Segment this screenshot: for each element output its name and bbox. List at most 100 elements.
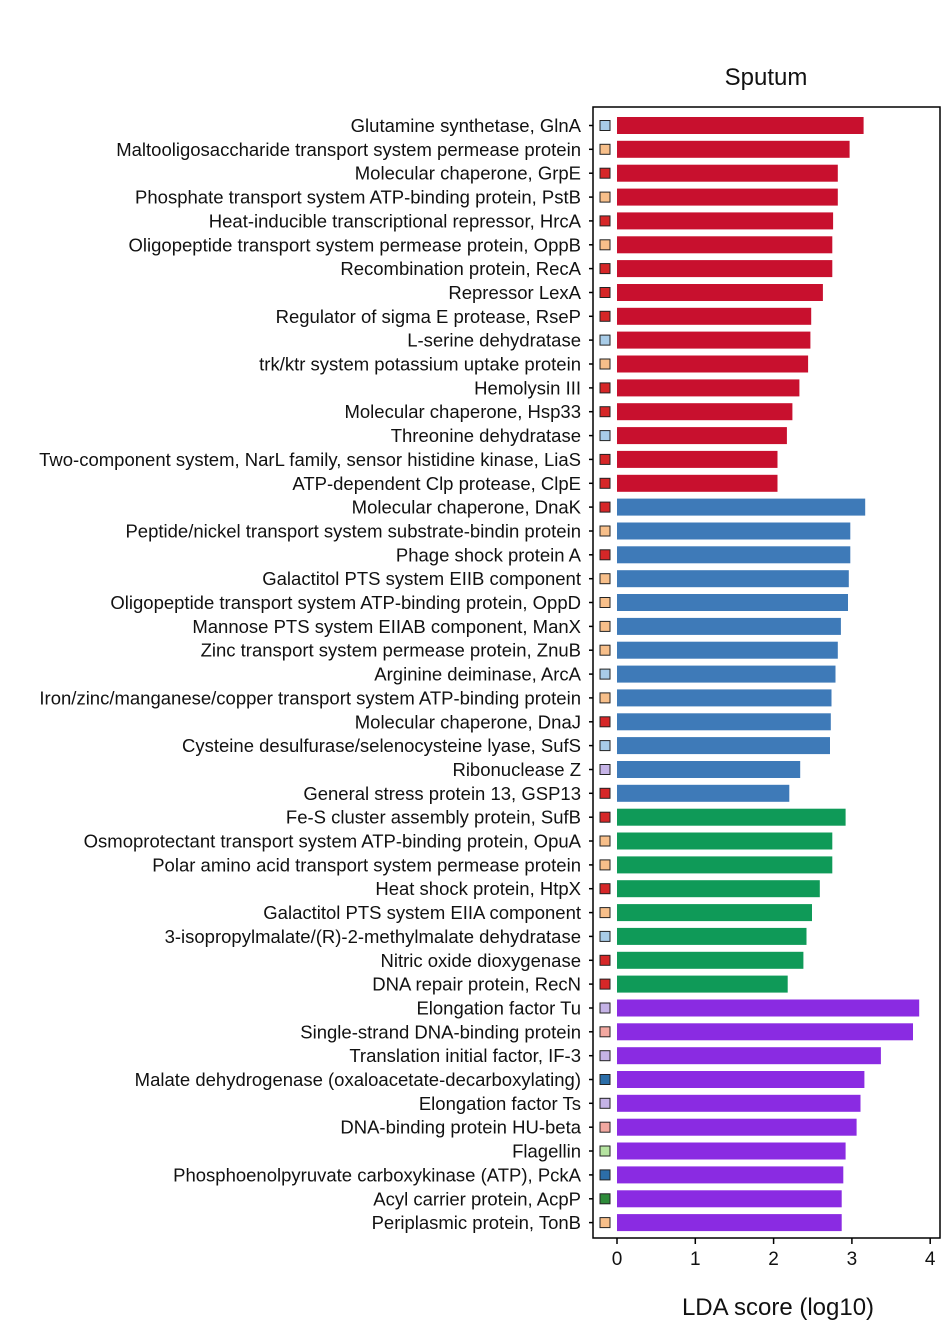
bar: [617, 1142, 846, 1160]
bar-label: Hemolysin III: [474, 377, 581, 398]
category-marker: [599, 835, 611, 847]
bar-label: DNA repair protein, RecN: [372, 974, 581, 995]
bar: [617, 474, 778, 492]
category-marker: [599, 954, 611, 966]
category-marker: [599, 1074, 611, 1085]
category-marker: [599, 1121, 611, 1133]
bar-label: Ribonuclease Z: [452, 759, 581, 780]
bar: [617, 689, 832, 707]
bar: [617, 522, 851, 540]
bar: [617, 546, 851, 564]
bar: [617, 1190, 842, 1208]
bar: [617, 1166, 844, 1184]
category-marker: [599, 620, 611, 632]
x-tick-label: 2: [768, 1249, 779, 1270]
bar: [617, 140, 850, 158]
category-marker: [599, 716, 611, 728]
bar: [617, 594, 848, 611]
bar: [617, 737, 830, 755]
category-marker: [599, 1050, 611, 1062]
bar-label: Mannose PTS system EIIAB component, ManX: [192, 616, 581, 637]
bar-label: Flagellin: [512, 1141, 581, 1162]
bar: [617, 498, 866, 516]
category-marker: [599, 1145, 611, 1157]
bar-label: Elongation factor Ts: [419, 1093, 581, 1114]
category-marker: [599, 406, 611, 418]
category-marker: [599, 930, 611, 942]
bar: [617, 1047, 881, 1065]
bar: [617, 761, 801, 778]
category-marker: [599, 1193, 611, 1205]
bar: [617, 1094, 861, 1112]
bar: [617, 880, 820, 898]
plot-area: [592, 106, 941, 1239]
bar-label: Threonine dehydratase: [391, 425, 581, 446]
x-tick-label: 4: [925, 1249, 936, 1270]
bar-label: Periplasmic protein, TonB: [372, 1212, 581, 1233]
bar: [617, 832, 833, 850]
category-marker: [599, 573, 611, 585]
bar: [617, 641, 838, 659]
bar: [617, 665, 836, 683]
category-marker: [599, 239, 611, 251]
category-marker: [599, 668, 611, 680]
bar: [617, 284, 823, 301]
bar-label: Iron/zinc/manganese/copper transport sys…: [39, 687, 581, 708]
x-tick-label: 0: [612, 1249, 623, 1270]
category-marker: [599, 215, 611, 227]
bar: [617, 331, 811, 349]
bar-label: Peptide/nickel transport system substrat…: [125, 521, 581, 542]
bar-label: L-serine dehydratase: [407, 330, 581, 351]
category-marker: [599, 167, 611, 179]
bar-label: trk/ktr system potassium uptake protein: [259, 354, 581, 375]
category-marker: [599, 978, 611, 990]
bar-label: Maltooligosaccharide transport system pe…: [116, 139, 581, 160]
bar: [617, 1214, 842, 1232]
category-marker: [599, 811, 611, 823]
chart-title: Sputum: [725, 64, 808, 91]
bar-label: Heat shock protein, HtpX: [375, 878, 581, 899]
bar-label: Translation initial factor, IF-3: [349, 1045, 581, 1066]
bar-label: Phosphoenolpyruvate carboxykinase (ATP),…: [173, 1164, 582, 1185]
bar: [617, 403, 793, 421]
bar-label: General stress protein 13, GSP13: [303, 783, 581, 804]
bar: [617, 188, 838, 206]
bar: [617, 427, 787, 445]
plot-frame: [592, 106, 941, 1239]
category-marker: [599, 549, 611, 561]
bar: [617, 212, 834, 230]
category-marker: [599, 287, 611, 298]
bar-label: Galactitol PTS system EIIB component: [262, 568, 581, 589]
bar-label: Molecular chaperone, DnaK: [352, 497, 582, 518]
bar: [617, 379, 800, 397]
bar: [617, 164, 838, 182]
bar-label: Osmoprotectant transport system ATP-bind…: [84, 831, 582, 852]
category-labels: Glutamine synthetase, GlnA Maltooligosacc…: [39, 115, 582, 1233]
category-marker: [599, 907, 611, 919]
bar: [617, 1071, 865, 1088]
category-marker: [599, 1026, 611, 1038]
bar: [617, 904, 812, 922]
category-marker: [599, 453, 611, 465]
category-marker: [599, 644, 611, 656]
bar-label: Elongation factor Tu: [416, 998, 581, 1019]
bar-label: Two-component system, NarL family, senso…: [39, 449, 581, 470]
bar-label: Recombination protein, RecA: [340, 258, 581, 279]
bar-label: Fe-S cluster assembly protein, SufB: [286, 807, 581, 828]
category-marker: [599, 1002, 611, 1014]
bar: [617, 999, 920, 1017]
bar: [617, 570, 849, 588]
bar: [617, 117, 864, 134]
bar-label: Galactitol PTS system EIIA component: [263, 902, 581, 923]
category-marker: [599, 430, 611, 442]
category-marker: [599, 597, 611, 608]
bar-label: Cysteine desulfurase/selenocysteine lyas…: [182, 735, 581, 756]
x-tick-label: 1: [690, 1249, 701, 1270]
bar: [617, 236, 833, 254]
category-marker: [599, 358, 611, 370]
category-marker: [599, 310, 611, 322]
x-axis: 0 1 2 3 4: [612, 1238, 936, 1270]
bars: [617, 117, 920, 1232]
category-marker: [599, 764, 611, 775]
